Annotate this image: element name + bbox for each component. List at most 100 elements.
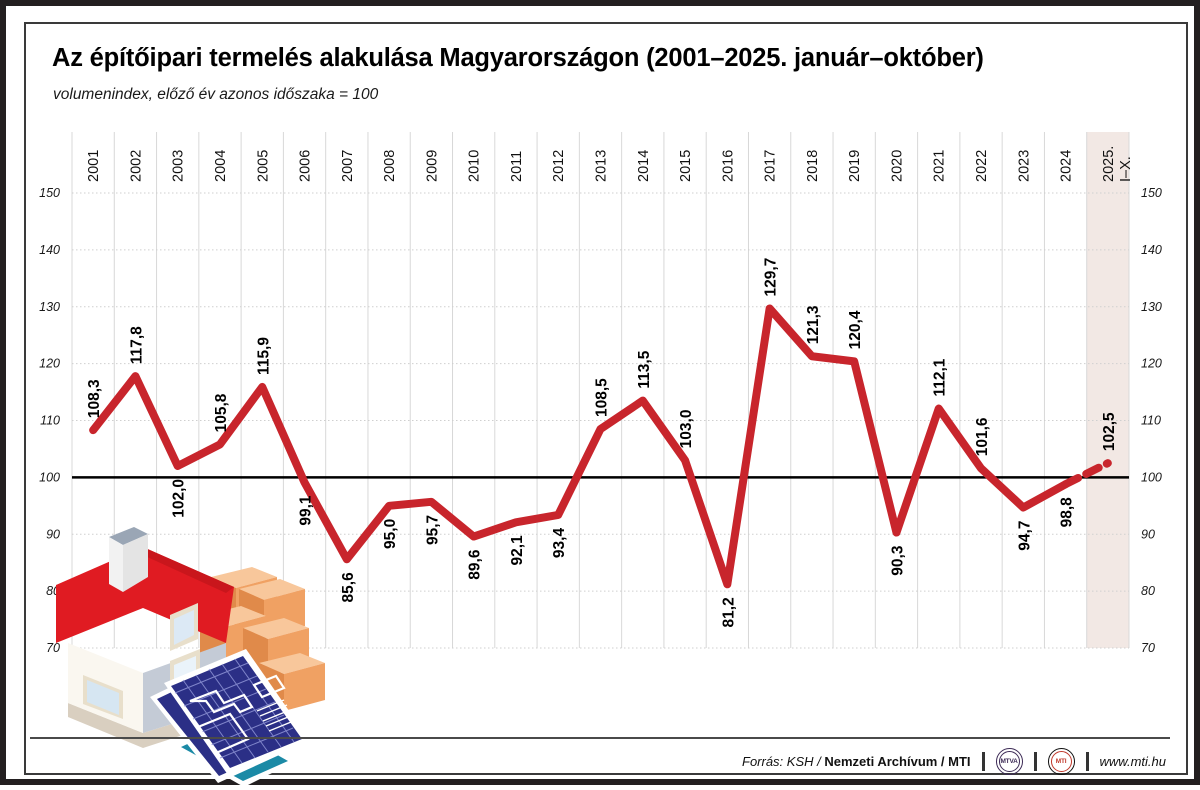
svg-text:2024: 2024: [1059, 150, 1075, 182]
vertical-gridlines: [71, 132, 1130, 648]
y-axis-tick-label-right: 90: [1141, 527, 1155, 541]
y-axis-tick-label-right: 70: [1141, 641, 1155, 655]
svg-text:2018: 2018: [805, 150, 821, 182]
data-value-label: 85,6: [340, 572, 357, 603]
x-axis-tick-label: 2009: [424, 150, 440, 182]
x-axis-tick-label: 2014: [636, 150, 652, 182]
y-axis-tick-label-right: 130: [1141, 300, 1162, 314]
data-value-label: 102,5: [1101, 412, 1118, 451]
svg-text:2019: 2019: [847, 150, 863, 182]
y-axis-tick-label-right: 150: [1141, 186, 1162, 200]
data-value-label: 101,6: [974, 417, 991, 456]
footer-separator-3: [1085, 751, 1089, 771]
mtva-logo: MTVA: [995, 747, 1023, 775]
x-axis-tick-label: 2002: [128, 150, 144, 182]
data-value-labels: 108,3 117,8 102,0 105,8 115,9 99,1 85,6 95,0 95,…: [86, 258, 1118, 628]
y-axis-tick-label-left: 130: [39, 300, 60, 314]
data-value-label: 94,7: [1016, 521, 1033, 551]
y-axis-tick-label-left: 80: [46, 584, 60, 598]
svg-text:2017: 2017: [763, 150, 779, 182]
svg-text:2014: 2014: [636, 150, 652, 182]
x-axis-tick-label: 2011: [509, 151, 525, 182]
x-axis-tick-label: 2020: [889, 150, 905, 182]
data-value-label: 121,3: [805, 305, 822, 344]
svg-text:2005: 2005: [255, 150, 271, 182]
svg-text:2012: 2012: [551, 150, 567, 182]
x-axis-tick-label: 2024: [1059, 150, 1075, 182]
data-value-label: 98,8: [1059, 497, 1076, 528]
data-line-dashed-forecast: [1061, 459, 1112, 489]
svg-text:2007: 2007: [340, 150, 356, 182]
data-value-label: 120,4: [847, 310, 864, 349]
x-axis-tick-label: 2004: [213, 150, 229, 182]
y-axis-tick-label-right: 80: [1141, 584, 1155, 598]
data-value-label: 89,6: [467, 549, 484, 580]
x-axis-tick-label: 2025. I–X.: [1101, 146, 1134, 182]
x-axis-tick-label: 2007: [340, 150, 356, 182]
x-axis-tick-label: 2006: [298, 150, 314, 182]
horizontal-gridlines: [72, 192, 1129, 649]
svg-text:2022: 2022: [974, 150, 990, 182]
data-value-label: 105,8: [213, 393, 230, 432]
data-value-label: 90,3: [889, 545, 906, 576]
data-value-label: 112,1: [932, 358, 949, 396]
x-axis-tick-label: 2003: [171, 150, 187, 182]
footer-separator-1: [981, 751, 985, 771]
svg-text:2011: 2011: [509, 151, 525, 182]
data-value-label: 99,1: [298, 495, 315, 526]
y-axis-tick-label-right: 110: [1141, 414, 1161, 428]
svg-text:2020: 2020: [889, 150, 905, 182]
highlight-band-layer: [1086, 132, 1129, 648]
svg-text:2003: 2003: [171, 150, 187, 182]
svg-text:2004: 2004: [213, 150, 229, 182]
y-axis-tick-label-left: 70: [46, 641, 60, 655]
y-axis-labels-left: 70 80 90 100 110 120 130 140 150: [39, 186, 60, 655]
data-value-label: 102,0: [171, 479, 188, 518]
svg-text:2002: 2002: [128, 150, 144, 182]
data-line: [89, 304, 1112, 589]
x-axis-tick-label: 2015: [678, 150, 694, 182]
data-value-label: 117,8: [128, 326, 145, 364]
data-value-label: 95,7: [424, 515, 441, 545]
data-line-solid: [89, 304, 1070, 589]
source-prefix: Forrás: KSH /: [742, 753, 821, 769]
x-axis-tick-label: 2018: [805, 150, 821, 182]
svg-text:2021: 2021: [932, 150, 948, 182]
y-axis-tick-label-left: 100: [39, 470, 60, 484]
x-axis-tick-label: 2005: [255, 150, 271, 182]
data-value-label: 129,7: [763, 258, 780, 297]
mtva-logo-label: MTVA: [998, 750, 1020, 772]
data-value-label: 93,4: [551, 528, 568, 559]
y-axis-tick-label-right: 100: [1141, 470, 1162, 484]
y-axis-labels-right: 70 80 90 100 110 120 130 140 150: [1141, 186, 1162, 655]
data-value-label: 81,2: [720, 597, 737, 627]
page-title: Az építőipari termelés alakulása Magyaro…: [52, 44, 984, 72]
x-axis-tick-label: 2013: [594, 150, 610, 182]
x-axis-tick-label: 2012: [551, 150, 567, 182]
y-axis-tick-label-right: 140: [1141, 243, 1162, 257]
x-axis-tick-label: 2023: [1016, 150, 1032, 182]
x-axis-tick-label: 2019: [847, 150, 863, 182]
source-bold: Nemzeti Archívum / MTI: [824, 753, 971, 769]
svg-text:2023: 2023: [1016, 150, 1032, 182]
y-axis-tick-label-left: 150: [39, 186, 60, 200]
x-axis-tick-label: 2001: [86, 150, 102, 182]
y-axis-tick-label-left: 110: [40, 414, 60, 428]
svg-text:I–X.: I–X.: [1118, 156, 1134, 182]
data-value-label: 103,0: [678, 410, 695, 449]
data-value-label: 113,5: [636, 350, 653, 388]
x-axis-tick-label: 2010: [467, 150, 483, 182]
footer-divider: [30, 737, 1170, 739]
svg-text:2010: 2010: [467, 150, 483, 182]
svg-text:2006: 2006: [298, 150, 314, 182]
x-axis-tick-label: 2016: [720, 150, 736, 182]
mti-logo-label: MTI: [1050, 750, 1072, 772]
svg-text:2009: 2009: [424, 150, 440, 182]
data-value-label: 92,1: [509, 535, 526, 566]
y-axis-tick-label-left: 120: [39, 357, 60, 371]
svg-text:2001: 2001: [86, 150, 102, 182]
svg-text:2025.: 2025.: [1101, 146, 1117, 182]
mti-logo: MTI: [1047, 747, 1075, 775]
y-axis-tick-label-right: 120: [1141, 357, 1162, 371]
